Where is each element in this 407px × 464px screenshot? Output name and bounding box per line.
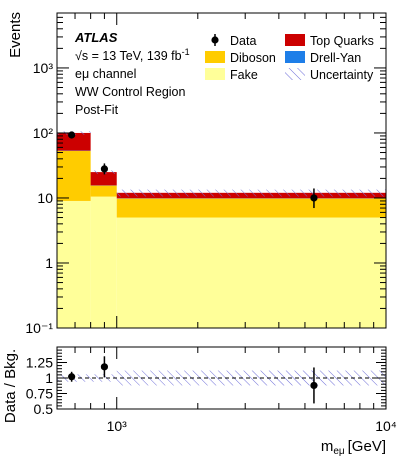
legend-label-data: Data: [230, 34, 256, 48]
legend-swatch-data: [211, 36, 218, 43]
ratio-x-ticks: 10³ 10⁴: [75, 347, 397, 434]
legend-swatch-uncertainty: [285, 68, 305, 80]
legend-swatch-fake: [205, 68, 225, 80]
energy-label: √s = 13 TeV, 139 fb-1: [75, 47, 190, 63]
ratio-point-2: [101, 363, 108, 370]
data-point-1: [68, 131, 75, 138]
main-y-tick-label-5: 10³: [33, 60, 54, 76]
bar-fake-bin-2: [91, 197, 117, 328]
main-y-tick-label-1: 10⁻¹: [25, 320, 53, 336]
stage-label: Post-Fit: [75, 103, 119, 117]
uncertainty-band-bin-3: [117, 190, 386, 197]
x-tick-label-2: 10⁴: [375, 418, 397, 434]
legend-label-drell-yan: Drell-Yan: [310, 51, 361, 65]
main-y-tick-label-2: 1: [45, 255, 53, 271]
bar-fake-bin-3: [117, 218, 386, 328]
legend-swatch-top-quarks: [285, 34, 305, 46]
legend-label-top-quarks: Top Quarks: [310, 34, 374, 48]
legend: Data Top Quarks Diboson Drell-Yan Fake Uncert…: [205, 34, 374, 82]
legend-swatch-drell-yan: [285, 51, 305, 63]
ratio-y-axis-title: Data / Bkg.: [2, 349, 19, 423]
x-tick-label-1: 10³: [107, 418, 128, 434]
legend-label-fake: Fake: [230, 68, 258, 82]
ratio-y-tick-label-4: 1.25: [26, 355, 53, 371]
main-y-axis-title: Events: [7, 12, 24, 58]
main-y-tick-label-4: 10²: [33, 125, 54, 141]
region-label: WW Control Region: [75, 85, 185, 99]
legend-label-diboson: Diboson: [230, 51, 276, 65]
ratio-y-tick-label-1: 0.5: [34, 401, 54, 417]
ratio-y-tick-label-2: 0.75: [26, 386, 53, 402]
legend-label-uncertainty: Uncertainty: [310, 68, 374, 82]
experiment-label: ATLAS: [74, 30, 118, 45]
data-point-2: [101, 165, 108, 172]
bar-diboson-bin-3: [117, 199, 386, 218]
channel-label: eμ channel: [75, 67, 136, 81]
x-axis-title: meμ[GeV]: [321, 438, 386, 457]
legend-swatch-diboson: [205, 51, 225, 63]
main-stacks: [57, 133, 386, 328]
bar-fake-bin-1: [57, 201, 91, 328]
ratio-point-1: [68, 373, 75, 380]
bar-diboson-bin-2: [91, 186, 117, 197]
main-y-tick-label-3: 10: [37, 190, 53, 206]
ratio-point-3: [310, 382, 317, 389]
data-point-3: [310, 194, 317, 201]
ratio-y-tick-label-3: 1: [45, 370, 53, 386]
